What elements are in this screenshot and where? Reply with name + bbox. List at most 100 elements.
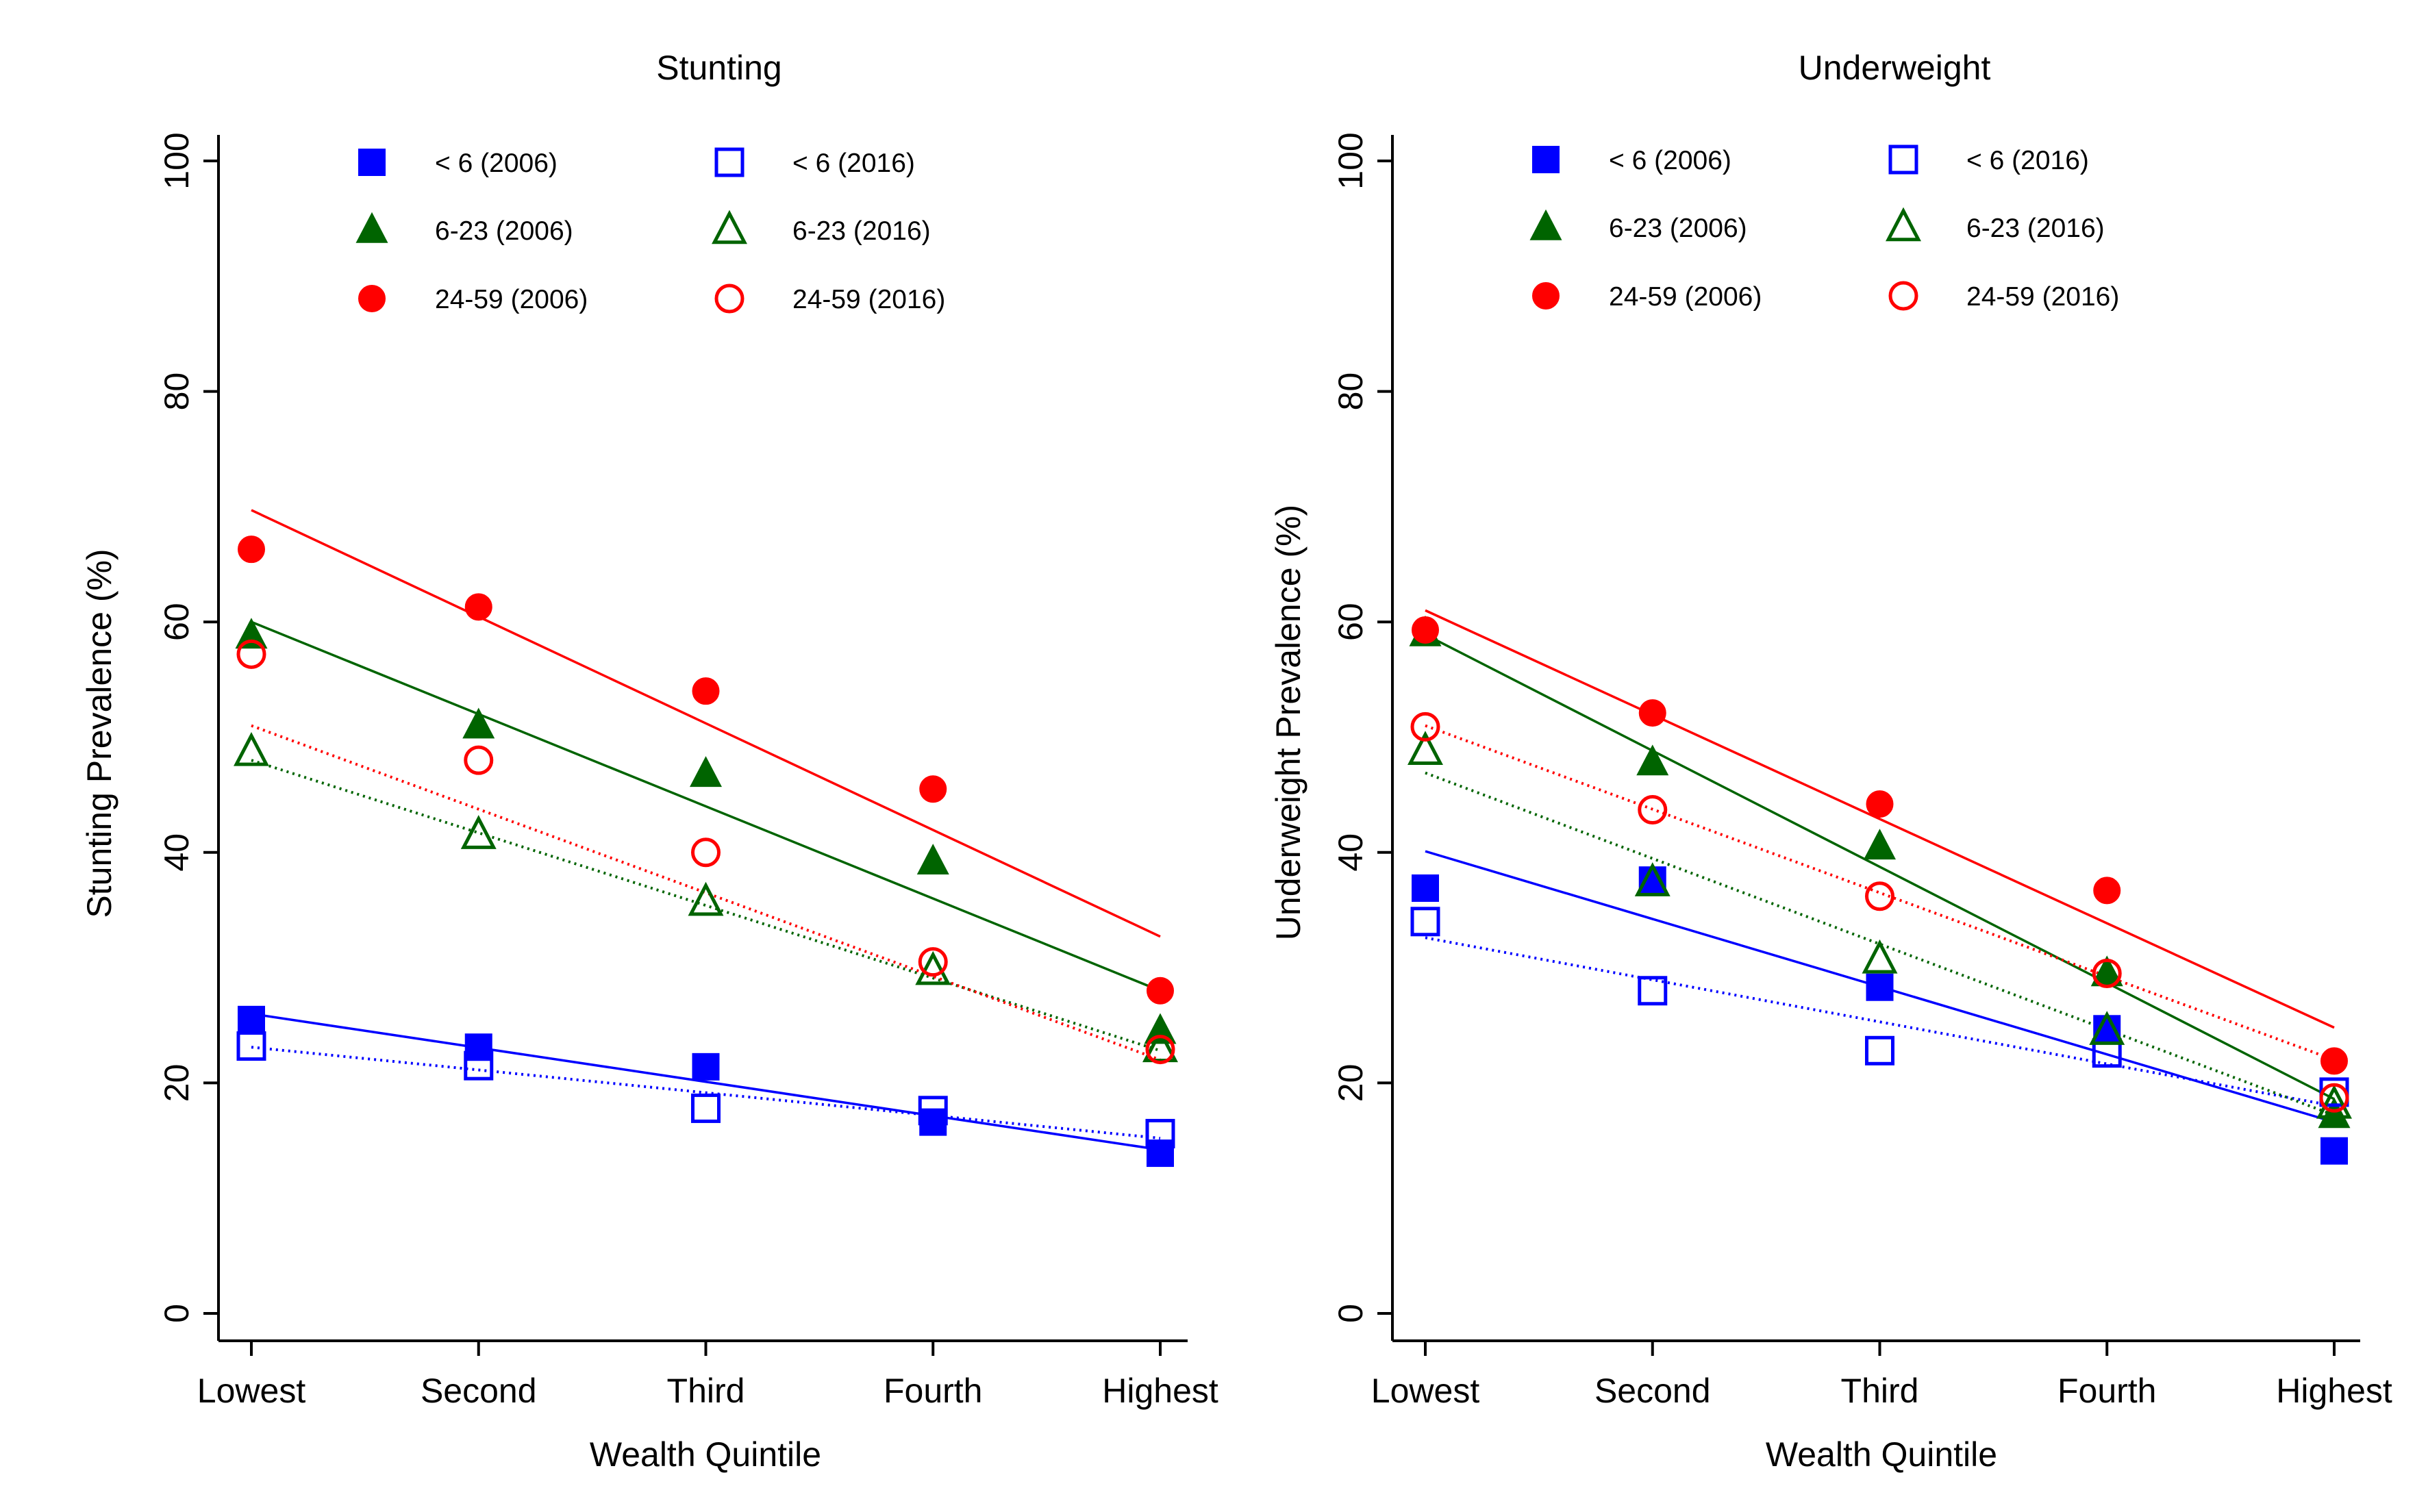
legend-label: 6-23 (2016) [1966, 214, 2105, 243]
y-tick-label: 80 [1331, 373, 1370, 411]
data-point [235, 618, 268, 649]
data-point [464, 1050, 494, 1081]
data-point [1410, 907, 1440, 937]
data-point [464, 593, 492, 621]
panel-stunting: Stunting Wealth Quintile Stunting Preval… [80, 49, 1218, 1474]
fit-line [251, 509, 1161, 938]
fit-line [1425, 633, 2335, 1100]
data-point [1865, 1035, 1894, 1066]
data-point [1147, 977, 1174, 1005]
data-point [691, 837, 721, 868]
data-point [918, 1096, 948, 1126]
plot-area-underweight: 0 20 40 60 80 100 Lowest Second Third Fourth Highe… [1331, 132, 2392, 1410]
data-point [2320, 1137, 2348, 1165]
data-point [692, 677, 720, 705]
data-point [1865, 881, 1894, 911]
legend-underweight: < 6 (2006) < 6 (2016) 6-23 (2006) 6-23 (201… [1529, 144, 2119, 312]
panel-underweight: Underweight Wealth Quintile Underweight … [1269, 49, 2392, 1474]
data-point [918, 947, 948, 977]
legend-marker [714, 147, 744, 177]
y-axis-title-stunting: Stunting Prevalence (%) [80, 549, 118, 918]
y-tick-label: 80 [158, 373, 196, 411]
y-tick-label: 40 [158, 833, 196, 872]
fit-line [251, 620, 1161, 992]
data-point [1638, 795, 1668, 825]
data-point [2316, 1084, 2352, 1119]
x-tick-label: Lowest [1371, 1372, 1480, 1410]
y-axis-title-underweight: Underweight Prevalence (%) [1269, 505, 1307, 940]
y-tick-label: 40 [1331, 833, 1370, 872]
legend-label: < 6 (2016) [1966, 146, 2089, 175]
y-tick-label: 60 [158, 603, 196, 641]
data-point [1145, 1118, 1175, 1148]
data-point [236, 639, 266, 669]
data-point [915, 950, 951, 985]
legend-marker [714, 284, 744, 314]
legend-label: 6-23 (2016) [792, 216, 931, 246]
data-point [689, 756, 723, 788]
x-axis-title-stunting: Wealth Quintile [590, 1435, 821, 1474]
x-tick-label: Highest [1102, 1372, 1218, 1410]
data-point [691, 1093, 721, 1123]
y-tick-label: 100 [1331, 132, 1370, 189]
legend-marker [1886, 207, 1921, 242]
data-point [916, 844, 949, 875]
fit-line [251, 1012, 1161, 1151]
legend-marker [355, 212, 388, 243]
data-point [688, 881, 724, 916]
data-point [1407, 731, 1443, 765]
legend-label: < 6 (2006) [1609, 146, 1731, 175]
legend-label: < 6 (2006) [435, 149, 558, 178]
data-point [919, 775, 947, 803]
legend-label: < 6 (2016) [792, 149, 915, 178]
x-tick-label: Lowest [197, 1372, 306, 1410]
data-point [236, 1031, 266, 1061]
x-tick-label: Highest [2276, 1372, 2392, 1410]
y-tick-label: 60 [1331, 603, 1370, 641]
fit-line [251, 724, 1161, 1061]
x-axis-title-underweight: Wealth Quintile [1766, 1435, 1997, 1474]
legend-stunting: < 6 (2006) < 6 (2016) 6-23 (2006) 6-23 (201… [355, 147, 945, 314]
x-tick-label: Fourth [2057, 1372, 2157, 1410]
y-tick-label: 0 [1331, 1304, 1370, 1323]
legend-marker [358, 285, 386, 312]
data-point [464, 745, 494, 775]
fit-line [1425, 609, 2335, 1029]
data-point [1410, 711, 1440, 742]
data-point [2320, 1047, 2348, 1075]
y-tick-label: 20 [158, 1064, 196, 1102]
legend-marker [358, 149, 386, 176]
data-point [2319, 1083, 2349, 1113]
legend-label: 6-23 (2006) [1609, 214, 1747, 243]
y-tick-label: 100 [158, 132, 196, 189]
x-tick-label: Fourth [884, 1372, 983, 1410]
data-point [1412, 616, 1439, 644]
data-point [2318, 1097, 2351, 1129]
data-point [2093, 877, 2121, 905]
data-point [1866, 973, 1894, 1001]
data-point [1638, 976, 1668, 1006]
panel-title-underweight: Underweight [1799, 49, 1991, 87]
legend-marker [1888, 281, 1918, 311]
data-point [2092, 1038, 2122, 1068]
legend-label: 24-59 (2006) [435, 285, 588, 314]
data-point [460, 815, 497, 849]
data-point [2092, 959, 2122, 989]
x-tick-label: Second [1594, 1372, 1711, 1410]
plot-area-stunting: 0 20 40 60 80 100 Lowest Second Third Fourth Highe… [158, 132, 1218, 1410]
data-point [234, 731, 269, 766]
legend-marker [1532, 146, 1560, 173]
data-point [238, 536, 265, 564]
fit-line [1425, 771, 2335, 1117]
data-point [1866, 790, 1894, 818]
data-point [2089, 1011, 2125, 1045]
data-point [464, 1033, 492, 1061]
legend-marker [1529, 209, 1562, 240]
y-tick-label: 0 [158, 1304, 196, 1323]
fit-line [1425, 724, 2335, 1061]
data-point [1638, 699, 1666, 727]
data-point [1145, 1035, 1175, 1065]
y-tick-label: 20 [1331, 1064, 1370, 1102]
data-point [692, 1053, 720, 1081]
